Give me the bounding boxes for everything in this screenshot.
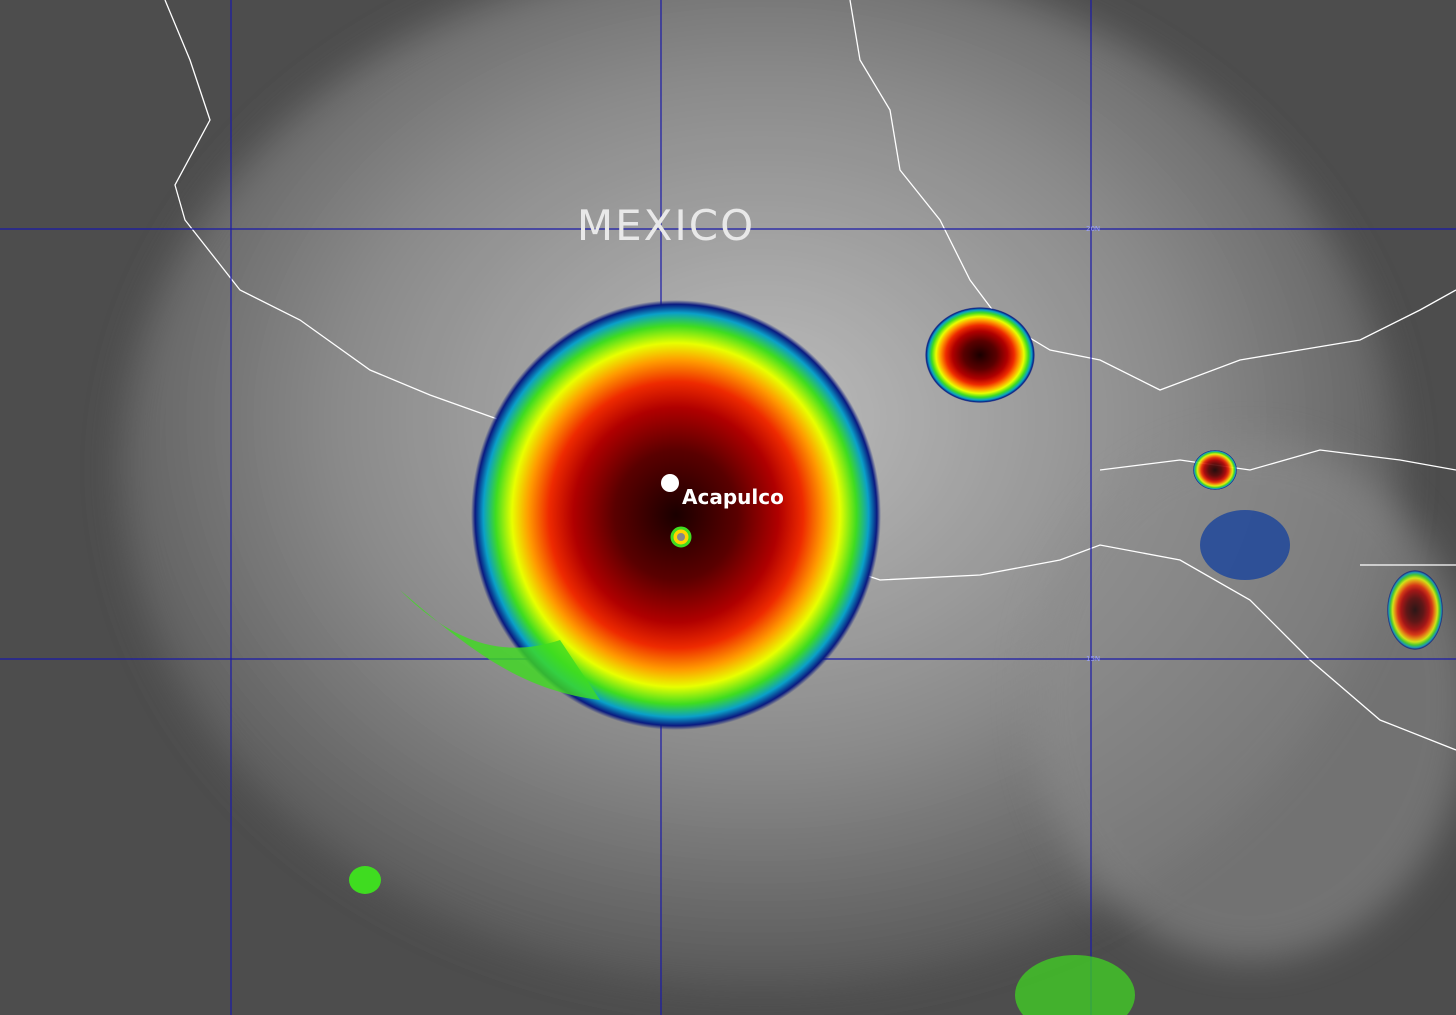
hurricane-eye	[677, 533, 685, 541]
storm-cell	[1015, 955, 1135, 1015]
storm-cell	[925, 307, 1035, 403]
city-marker	[661, 474, 679, 492]
storm-cell	[1200, 510, 1290, 580]
storm-cell	[1193, 450, 1237, 490]
country-label: MEXICO	[577, 201, 755, 250]
storm-cell	[1387, 570, 1443, 650]
latitude-label: 20N	[1086, 225, 1100, 233]
latitude-label: 15N	[1086, 655, 1100, 663]
rain-band	[400, 590, 600, 700]
city-label: Acapulco	[682, 485, 784, 509]
storm-cell	[349, 866, 381, 894]
cloud-cover	[1030, 440, 1456, 960]
hurricane	[471, 300, 881, 730]
